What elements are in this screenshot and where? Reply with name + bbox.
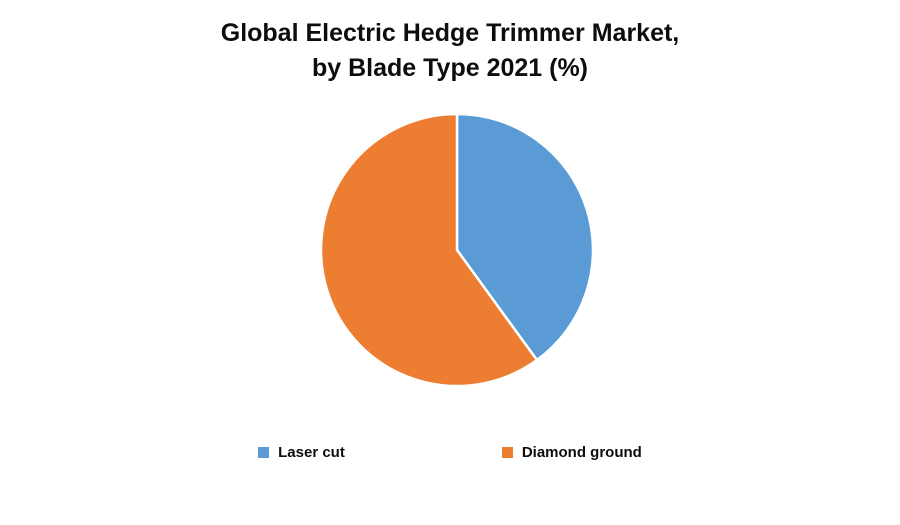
legend-marker-icon bbox=[501, 447, 513, 458]
pie-slice-laser-cut bbox=[455, 112, 595, 362]
legend-marker-icon bbox=[258, 447, 270, 458]
legend-item-laser-cut: Laser cut bbox=[258, 444, 345, 461]
legend-item-diamond-ground: Diamond ground bbox=[501, 444, 642, 461]
pie-slice-diamond-ground bbox=[319, 112, 539, 388]
pie-chart bbox=[319, 112, 595, 388]
legend-label: Diamond ground bbox=[521, 444, 642, 461]
legend-label: Laser cut bbox=[278, 444, 345, 461]
chart-legend: Laser cut Diamond ground bbox=[0, 444, 900, 461]
chart-title: Global Electric Hedge Trimmer Market, by… bbox=[220, 19, 680, 82]
